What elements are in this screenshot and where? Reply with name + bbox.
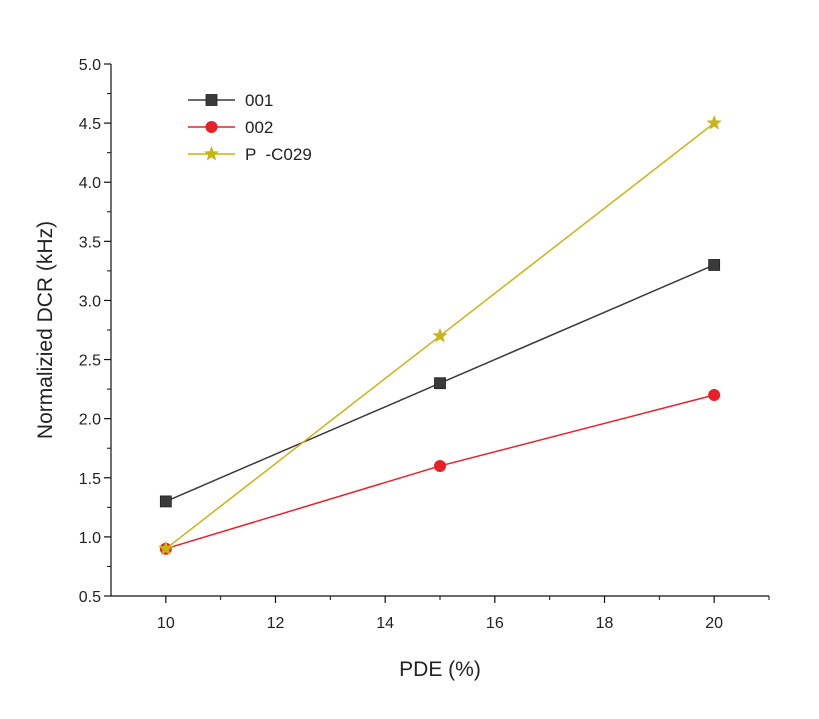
y-tick-label: 3.0: [79, 293, 101, 310]
x-tick-label: 20: [705, 615, 723, 632]
legend-label: 001: [245, 91, 273, 110]
legend-item: 001: [188, 91, 273, 110]
data-point: [706, 115, 722, 130]
legend-item: 002: [188, 118, 273, 137]
series-1: [159, 389, 721, 555]
y-tick-label: 2.5: [79, 353, 101, 370]
x-tick-label: 14: [376, 615, 394, 632]
x-tick-label: 16: [486, 615, 504, 632]
legend: 001 002 P -C029: [188, 91, 312, 164]
x-tick-label: 12: [267, 615, 285, 632]
y-tick-label: 4.0: [79, 175, 101, 192]
data-point: [158, 540, 174, 556]
legend-marker: [205, 94, 218, 106]
data-point: [159, 495, 172, 508]
data-point: [434, 377, 446, 390]
y-tick-label: 1.0: [79, 530, 101, 547]
series-2: [158, 115, 722, 556]
series-layer: [158, 115, 722, 556]
y-tick-label: 0.5: [79, 589, 101, 606]
data-point: [434, 459, 446, 472]
legend-label: P -C029: [245, 145, 312, 164]
x-tick-label: 10: [157, 615, 175, 632]
legend-label: 002: [245, 118, 273, 137]
legend-marker: [205, 121, 218, 133]
y-tick-label: 3.5: [79, 234, 101, 251]
y-tick-label: 4.5: [79, 116, 101, 133]
data-point: [432, 327, 448, 343]
legend-marker: [203, 146, 220, 161]
series-0: [159, 259, 721, 508]
x-tick-label: 18: [596, 615, 614, 632]
y-tick-label: 1.5: [79, 471, 101, 488]
data-point: [708, 389, 721, 402]
y-axis-title: Normalizied DCR (kHz): [34, 221, 57, 439]
axis-ticks: 10 12 14 16 18 20 0.5 1.0 1.5 2.0 2.5 3.0 3.5 4.0 4.5 5…: [79, 57, 770, 632]
x-axis-title: PDE (%): [399, 658, 481, 681]
y-tick-label: 2.0: [79, 412, 101, 429]
data-point: [708, 259, 721, 271]
y-tick-label: 5.0: [79, 57, 101, 74]
legend-item: P -C029: [188, 145, 312, 164]
